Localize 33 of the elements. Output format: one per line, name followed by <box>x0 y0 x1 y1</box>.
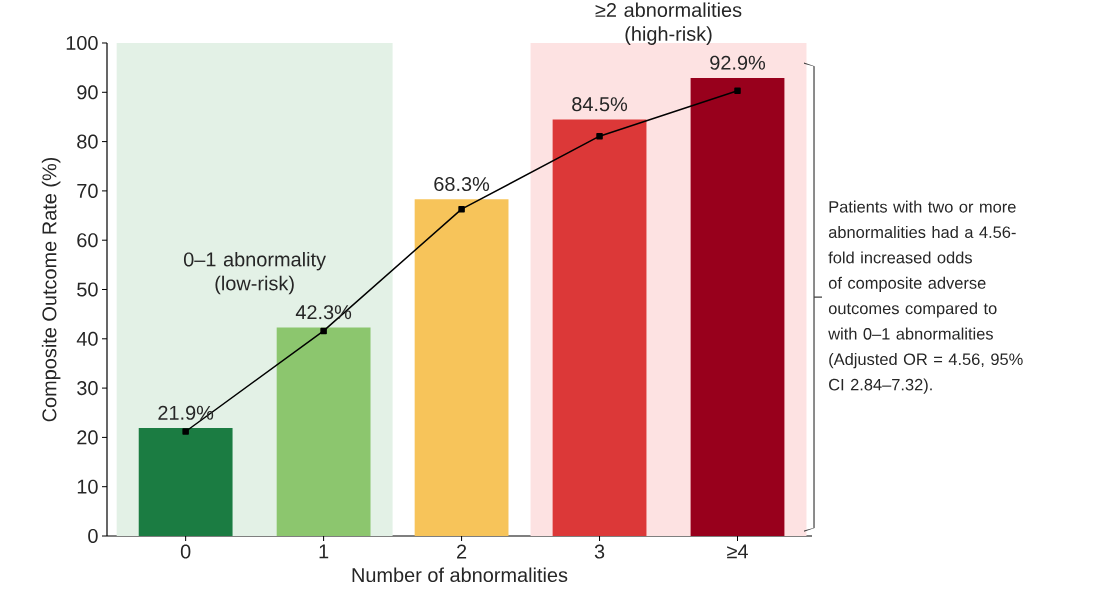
data-label: 21.9% <box>158 405 214 420</box>
y-tick-label: 0 <box>88 528 98 544</box>
x-tick-label: 3 <box>594 544 605 559</box>
y-tick-label: 30 <box>77 381 98 396</box>
bar <box>138 428 233 536</box>
y-tick-label: 60 <box>77 233 98 248</box>
point <box>182 428 189 435</box>
y-tick-label: 40 <box>76 331 98 346</box>
x-tick-label: 1 <box>319 544 329 559</box>
y-tick-label: 100 <box>66 35 98 51</box>
y-tick-label: 10 <box>77 479 98 494</box>
x-axis-title: Number of abnormalities <box>352 567 568 583</box>
bar <box>276 327 371 536</box>
y-tick-label: 90 <box>77 85 98 100</box>
bar <box>414 199 509 536</box>
data-label: 92.9% <box>710 55 766 70</box>
band-label: ≥2 abnormalities (high-risk) <box>595 2 742 45</box>
point <box>734 87 741 95</box>
point <box>320 327 327 335</box>
x-tick-label: 2 <box>457 544 467 559</box>
y-axis-title: Composite Outcome Rate (%) <box>41 157 61 422</box>
x-tick-label: 0 <box>180 544 191 559</box>
text: Patients with two or more abnormalities had a 4.56-fold increased odds of composite adverse outcomes compared to with 0–1 abnormalities (Adjusted OR = 4.56, 95% CI 2.84–7.32). <box>828 200 1023 394</box>
y-tick-label: 70 <box>77 183 98 198</box>
data-label: 68.3% <box>434 176 490 192</box>
band-label: 0–1 abnormality (low-risk) <box>183 251 326 295</box>
y-tick-label: 20 <box>77 430 98 445</box>
y-tick-label: 80 <box>77 134 98 149</box>
data-label: 84.5% <box>572 97 628 112</box>
point <box>596 132 603 140</box>
point <box>458 205 465 213</box>
x-tick-label: ≥4 <box>727 544 748 559</box>
y-tick-label: 50 <box>77 282 98 297</box>
